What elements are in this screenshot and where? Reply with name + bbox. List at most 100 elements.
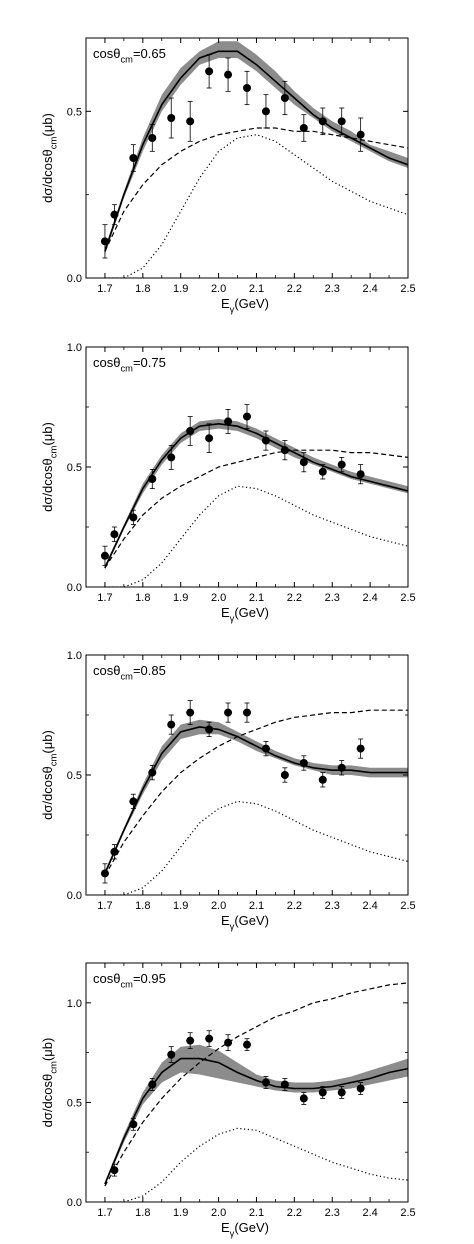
- x-tick-label: 1.9: [173, 592, 188, 604]
- x-tick-label: 1.7: [97, 592, 112, 604]
- data-point: [148, 475, 157, 483]
- data-point: [224, 1038, 233, 1047]
- plot-area: [100, 404, 408, 587]
- data-point: [299, 124, 308, 132]
- solid-curve: [104, 50, 408, 252]
- data-point: [318, 1088, 327, 1097]
- data-point: [299, 1094, 308, 1103]
- y-tick-label: 0.5: [67, 1097, 82, 1109]
- y-axis-label: dσ/dcosθcm(μb): [40, 113, 60, 203]
- x-tick-label: 2.4: [362, 283, 377, 295]
- x-tick-label: 1.8: [135, 1207, 150, 1219]
- solid-curve: [104, 726, 408, 874]
- data-point: [356, 470, 365, 479]
- y-tick-label: 1.0: [67, 998, 82, 1010]
- y-axis-label-group: dσ/dcosθcm(μb): [40, 422, 60, 512]
- data-point: [299, 458, 308, 467]
- y-tick-label: 1.0: [67, 650, 82, 662]
- x-tick-label: 2.3: [325, 283, 340, 295]
- panel-label: cosθcm=0.65: [93, 46, 166, 65]
- data-point: [129, 797, 138, 806]
- data-point: [280, 94, 289, 102]
- y-axis-label-group: dσ/dcosθcm(μb): [40, 113, 60, 203]
- data-point: [186, 117, 195, 126]
- x-tick-label: 2.1: [249, 283, 264, 295]
- data-point: [261, 436, 270, 445]
- y-tick-label: 0.5: [67, 462, 82, 474]
- data-point: [129, 154, 138, 162]
- x-tick-label: 2.5: [400, 283, 415, 295]
- plot-area: [100, 41, 408, 278]
- chart-panel: 1.7 1.8 1.9 2.0 2.1 2.2 2.3 2.4 2.5 0.0 0.5 1.0 cosθ…: [40, 962, 416, 1239]
- chart-panel: 1.7 1.8 1.9 2.0 2.1 2.2 2.3 2.4 2.5 0.0 0.5 1.0 cosθ…: [40, 650, 416, 932]
- x-tick-label: 2.0: [211, 592, 226, 604]
- data-point: [167, 720, 176, 729]
- x-tick-label: 2.4: [362, 900, 377, 912]
- y-axis-label-group: dσ/dcosθcm(μb): [40, 730, 60, 820]
- solid-curve: [104, 1057, 408, 1185]
- data-point: [261, 744, 270, 753]
- data-point: [100, 551, 109, 560]
- plot-frame: [85, 37, 409, 279]
- dashed-curve: [104, 449, 408, 569]
- x-tick-label: 2.2: [287, 283, 302, 295]
- x-tick-label: 1.9: [173, 900, 188, 912]
- data-point: [243, 1040, 251, 1049]
- data-point: [205, 434, 214, 443]
- data-point: [261, 107, 270, 116]
- y-tick-label: 1.0: [67, 342, 82, 354]
- x-tick-label: 2.4: [362, 1207, 377, 1219]
- y-axis-label: dσ/dcosθcm(μb): [40, 730, 60, 820]
- data-point: [110, 847, 119, 856]
- data-point: [148, 768, 157, 777]
- x-tick-label: 2.2: [287, 900, 302, 912]
- data-point: [224, 417, 233, 426]
- data-point: [337, 763, 346, 772]
- y-axis-label-group: dσ/dcosθcm(μb): [40, 1038, 60, 1128]
- x-tick-label: 1.9: [173, 1207, 188, 1219]
- x-tick-label: 1.7: [97, 283, 112, 295]
- data-point: [318, 467, 327, 476]
- data-point: [100, 869, 109, 878]
- data-point: [280, 771, 289, 779]
- panel-label: cosθcm=0.95: [93, 971, 166, 990]
- data-point: [186, 427, 195, 435]
- data-point: [356, 1084, 365, 1093]
- data-point: [167, 453, 176, 462]
- x-tick-label: 1.8: [135, 900, 150, 912]
- y-tick-label: 0.5: [67, 770, 82, 782]
- x-axis-label: Eγ(GeV): [221, 913, 269, 932]
- x-tick-label: 2.5: [400, 592, 415, 604]
- x-tick-label: 2.0: [211, 900, 226, 912]
- x-tick-label: 2.5: [400, 900, 415, 912]
- data-point: [148, 134, 157, 142]
- data-point: [129, 1120, 138, 1129]
- data-point: [337, 460, 346, 469]
- x-tick-label: 2.3: [325, 1207, 340, 1219]
- dotted-curve: [104, 134, 408, 278]
- data-point: [243, 708, 251, 717]
- data-point: [100, 237, 109, 246]
- y-tick-label: 0.0: [67, 890, 82, 902]
- chart-panel: 1.7 1.8 1.9 2.0 2.1 2.2 2.3 2.4 2.5 0.0 0.5 1.0 cosθ…: [40, 342, 416, 624]
- dashed-curve: [104, 982, 408, 1187]
- x-tick-label: 2.0: [211, 283, 226, 295]
- data-point: [110, 530, 119, 539]
- data-point: [299, 759, 308, 767]
- data-point: [280, 446, 289, 455]
- chart-panel: 1.7 1.8 1.9 2.0 2.1 2.2 2.3 2.4 2.5 0.0 0.5 cosθcm=…: [40, 37, 416, 315]
- x-tick-label: 1.7: [97, 1207, 112, 1219]
- uncertainty-band: [104, 419, 408, 571]
- dashed-curve: [104, 709, 408, 877]
- data-point: [205, 725, 214, 734]
- x-axis-label: Eγ(GeV): [221, 605, 269, 624]
- data-point: [110, 1166, 119, 1175]
- data-point: [356, 744, 365, 753]
- data-point: [129, 513, 138, 522]
- data-point: [110, 210, 119, 219]
- data-point: [318, 775, 327, 784]
- data-point: [205, 1034, 214, 1043]
- data-point: [167, 114, 176, 122]
- plot-area: [104, 982, 408, 1202]
